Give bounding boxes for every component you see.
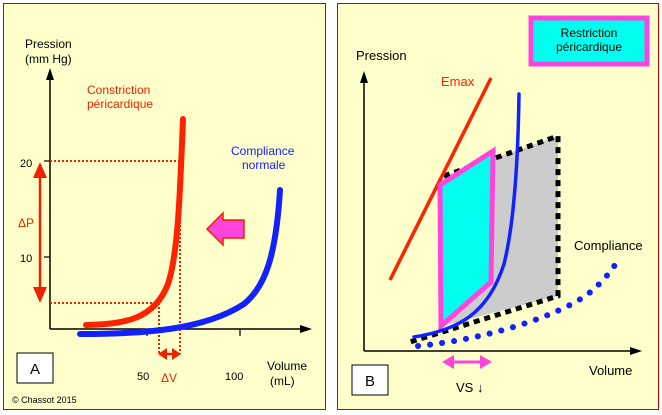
- panel-a-delta-p-label: ΔP: [18, 216, 34, 230]
- panel-a-shift-arrow-icon: [205, 211, 245, 247]
- panel-b-title-2: péricardique: [556, 40, 622, 54]
- panel-a-compliance-label-1: Compliance: [231, 144, 295, 158]
- panel-a-x-label-1: Volume: [267, 359, 307, 373]
- panel-a-x-tick-label-100: 100: [225, 371, 243, 383]
- panel-a-y-label-2: (mm Hg): [25, 52, 72, 66]
- panel-b-x-axis-arrowhead: [630, 347, 642, 355]
- panel-a-delta-v-arrowhead-right: [172, 348, 181, 360]
- panel-b-y-axis-arrowhead: [360, 71, 368, 83]
- panel-a-delta-p-arrowhead-bottom: [33, 287, 47, 303]
- panel-b: Restriction péricardique B Pression Volu…: [337, 3, 659, 410]
- panel-a-x-tick-label-50: 50: [137, 371, 149, 383]
- panel-b-vs-arrowhead-left: [442, 355, 454, 369]
- panel-b-pv-loop: [437, 146, 496, 332]
- panel-a-y-tick-label-20: 20: [20, 158, 32, 170]
- panel-b-letter-box: [351, 364, 389, 396]
- panel-a-compliance-curve: [77, 187, 283, 337]
- panel-b-vs-arrowhead-right: [480, 355, 492, 369]
- panel-b-vs-label: VS ↓: [456, 380, 483, 395]
- panel-a-diagram: A Pression (mm Hg) 20 10 50 100 Volume (…: [12, 37, 312, 405]
- panel-a: A Pression (mm Hg) 20 10 50 100 Volume (…: [3, 3, 326, 410]
- panel-a-delta-v-arrowhead-left: [158, 348, 167, 360]
- panel-b-restricted-border: [409, 132, 561, 345]
- panel-a-y-label-1: Pression: [25, 37, 72, 51]
- panel-a-delta-p-arrowhead-top: [33, 162, 47, 178]
- panel-b-title-box: [528, 15, 650, 67]
- panel-a-letter-box: [16, 352, 54, 384]
- panel-b-emax-line: [388, 77, 493, 281]
- panel-a-y-tick-label-10: 10: [20, 253, 32, 265]
- panel-b-x-label: Volume: [589, 363, 632, 378]
- panel-b-diagram: Restriction péricardique B Pression Volu…: [351, 15, 650, 396]
- panel-b-letter: B: [365, 373, 375, 390]
- panel-a-x-axis-arrowhead: [300, 325, 312, 333]
- panel-a-letter: A: [30, 361, 40, 378]
- panel-b-compliance-dotted: [415, 254, 623, 349]
- panel-a-delta-v-label: ΔV: [161, 371, 177, 385]
- panel-b-compliance-curve: [412, 92, 521, 339]
- panel-a-copyright: © Chassot 2015: [12, 395, 77, 405]
- panel-b-y-label: Pression: [356, 48, 407, 63]
- panel-b-compliance-label: Compliance: [574, 238, 643, 253]
- panel-b-title-1: Restriction: [561, 26, 618, 40]
- panel-b-emax-label: Emax: [441, 74, 475, 89]
- panel-a-constriction-curve: [83, 116, 186, 328]
- panel-a-compliance-label-2: normale: [242, 158, 286, 172]
- panel-a-constriction-label-2: péricardique: [87, 97, 153, 111]
- panel-a-y-axis-arrowhead: [46, 68, 54, 80]
- panel-a-constriction-label-1: Constriction: [87, 83, 150, 97]
- panel-a-x-label-2: (mL): [270, 374, 295, 388]
